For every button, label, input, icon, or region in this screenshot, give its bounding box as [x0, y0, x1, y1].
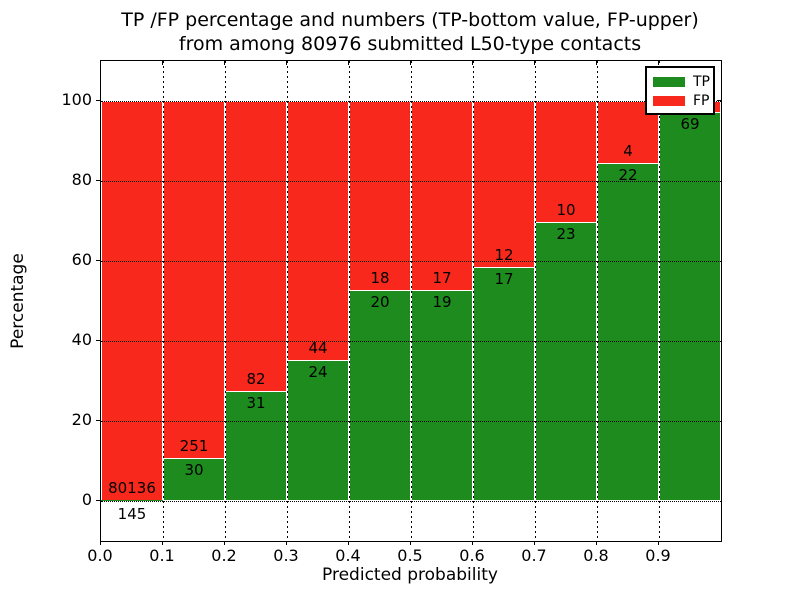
tp-count-label: 24	[308, 362, 328, 381]
x-tick-label: 0.8	[583, 546, 609, 565]
x-axis-tick	[224, 541, 225, 545]
y-axis-tick	[96, 100, 100, 101]
x-axis-tick	[472, 541, 473, 545]
fp-count-label: 80136	[108, 479, 156, 498]
tp-count-label: 31	[246, 394, 266, 413]
fp-count-label: 251	[179, 437, 209, 456]
y-tick-label: 80	[71, 170, 92, 189]
plot-area: TP FP 80136 145 251 30 82 31 44 24 18 20 17 19 12 17 1…	[100, 60, 722, 542]
y-tick-label: 0	[81, 490, 92, 509]
x-tick-label: 0.7	[521, 546, 547, 565]
chart-title-line-2: from among 80976 submitted L50-type cont…	[178, 33, 642, 55]
x-axis-tick	[658, 541, 659, 545]
tp-bar	[287, 359, 349, 501]
y-tick-label: 40	[71, 330, 92, 349]
legend-swatch-tp-icon	[653, 76, 685, 87]
x-tick-label: 0.6	[459, 546, 485, 565]
x-axis-tick	[162, 541, 163, 545]
x-tick-label: 0.2	[211, 546, 237, 565]
fp-count-label: 10	[556, 201, 576, 220]
fp-bar	[101, 101, 163, 501]
chart-title: TP /FP percentage and numbers (TP-bottom…	[90, 8, 730, 56]
legend-swatch-fp-icon	[653, 95, 685, 106]
y-axis-tick	[96, 500, 100, 501]
tp-count-label: 20	[370, 293, 390, 312]
tp-count-label: 30	[184, 461, 204, 480]
fp-bar	[163, 101, 225, 501]
tp-bar	[473, 266, 535, 501]
fp-count-label: 12	[494, 245, 514, 264]
x-tick-label: 0.3	[273, 546, 299, 565]
legend-label-fp: FP	[693, 92, 710, 109]
x-axis-tick	[286, 541, 287, 545]
tp-bar	[163, 458, 225, 501]
x-axis-tick-top	[100, 61, 101, 65]
chart-title-line-1: TP /FP percentage and numbers (TP-bottom…	[121, 9, 699, 31]
legend-item-fp: FP	[653, 91, 710, 110]
tp-count-label: 145	[117, 505, 147, 523]
tp-bar	[225, 391, 287, 501]
fp-count-label: 82	[246, 370, 266, 389]
v-gridline	[472, 61, 474, 541]
tp-count-label: 17	[494, 269, 514, 288]
x-tick-label: 0.4	[335, 546, 361, 565]
v-gridline	[162, 61, 164, 541]
tp-bar	[411, 289, 473, 501]
tp-count-label: 19	[432, 292, 452, 311]
y-axis-tick	[96, 420, 100, 421]
x-axis-tick	[100, 541, 101, 545]
tp-bar	[597, 162, 659, 501]
tp-bar	[659, 112, 721, 501]
v-gridline	[596, 61, 598, 541]
v-gridline	[534, 61, 536, 541]
v-gridline	[224, 61, 226, 541]
x-axis-tick	[534, 541, 535, 545]
fp-count-label: 18	[370, 269, 390, 288]
tp-bar	[349, 290, 411, 501]
y-tick-label: 100	[61, 90, 92, 109]
tp-bar	[535, 222, 597, 501]
tp-count-label: 69	[680, 115, 700, 134]
x-tick-label: 0.9	[645, 546, 671, 565]
x-tick-label: 0.0	[87, 546, 113, 565]
v-gridline	[658, 61, 660, 541]
legend: TP FP	[645, 66, 715, 115]
y-axis-tick	[96, 180, 100, 181]
tp-count-label: 22	[618, 165, 638, 184]
y-tick-label: 60	[71, 250, 92, 269]
legend-label-tp: TP	[693, 73, 710, 90]
legend-item-tp: TP	[653, 72, 710, 91]
tp-count-label: 23	[556, 225, 576, 244]
v-gridline	[286, 61, 288, 541]
fp-count-label: 17	[432, 268, 452, 287]
x-tick-label: 0.5	[397, 546, 423, 565]
x-tick-label: 0.1	[149, 546, 175, 565]
y-axis-label: Percentage	[8, 253, 28, 349]
fp-count-label: 4	[623, 141, 633, 160]
y-axis-tick	[96, 260, 100, 261]
x-axis-tick	[348, 541, 349, 545]
x-axis-tick	[410, 541, 411, 545]
y-tick-label: 20	[71, 410, 92, 429]
v-gridline	[410, 61, 412, 541]
x-axis-label: Predicted probability	[322, 565, 498, 585]
v-gridline	[348, 61, 350, 541]
x-axis-tick	[596, 541, 597, 545]
y-axis-tick	[96, 340, 100, 341]
fp-count-label: 44	[308, 338, 328, 357]
